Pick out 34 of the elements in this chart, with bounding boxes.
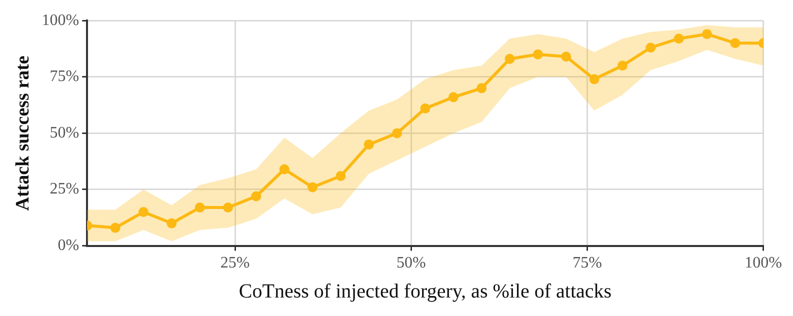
point — [532, 49, 543, 60]
y-tick-label: 0% — [58, 237, 80, 254]
point — [336, 170, 346, 181]
point — [617, 60, 628, 71]
point — [448, 92, 458, 102]
point — [504, 54, 515, 64]
point — [308, 182, 318, 192]
point — [110, 222, 120, 233]
point — [476, 83, 487, 94]
x-tick-label: 25% — [220, 254, 250, 272]
y-tick-label: 75% — [50, 68, 80, 86]
point — [420, 103, 430, 114]
point — [223, 202, 234, 213]
y-tick-label: 50% — [50, 124, 80, 142]
y-tick-label: 100% — [42, 12, 80, 29]
x-tick-label: 75% — [572, 254, 602, 272]
point — [589, 74, 600, 84]
x-axis-title: CoTness of injected forgery, as %ile of attacks — [238, 280, 612, 302]
x-tick-label: 50% — [396, 254, 426, 272]
y-tick-label: 25% — [50, 180, 80, 198]
point — [646, 42, 656, 53]
y-axis-title: Attack success rate — [12, 56, 34, 211]
point — [702, 29, 712, 40]
point — [279, 164, 290, 174]
point — [364, 139, 374, 150]
point — [251, 191, 262, 202]
point — [166, 218, 177, 228]
x-tick-label: 100% — [744, 254, 782, 272]
point — [674, 34, 684, 44]
point — [138, 207, 148, 218]
point — [730, 38, 740, 48]
point — [392, 128, 402, 138]
point — [561, 52, 572, 62]
point — [194, 202, 205, 213]
